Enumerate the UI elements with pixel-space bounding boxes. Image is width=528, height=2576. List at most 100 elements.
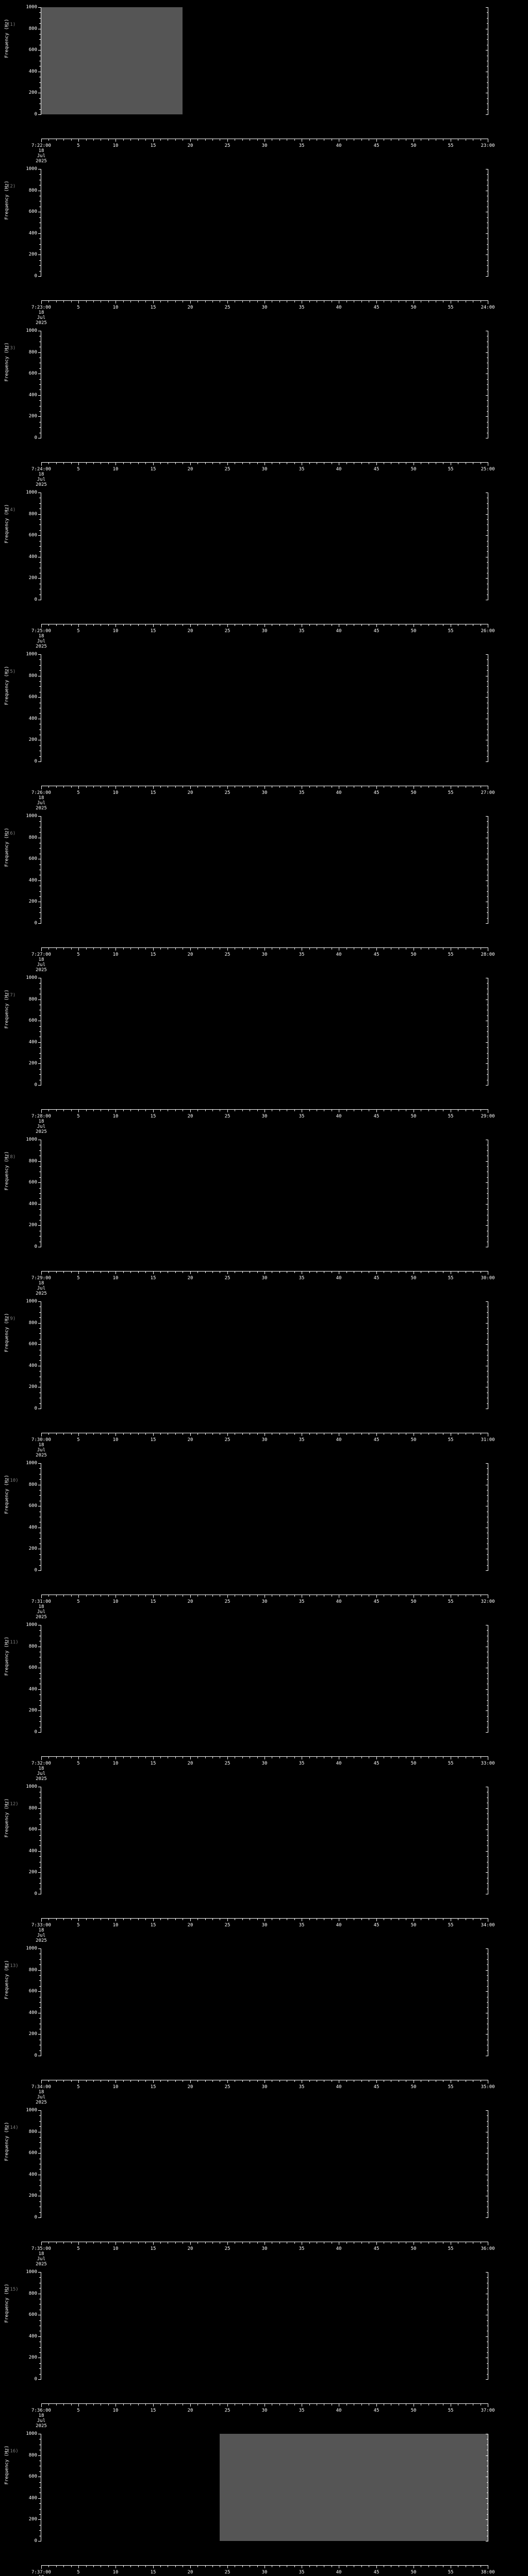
y-minor-tick [39,1403,41,1404]
y-tick-right [486,999,488,1000]
y-minor-tick [39,1867,41,1868]
plot-area[interactable] [41,1301,488,1409]
y-tick-label: 400 [28,1849,37,1854]
x-minor-tick [145,1595,146,1597]
y-tick-label: 800 [28,1806,37,1811]
x-major-tick-label: 30 [261,1276,268,1281]
y-minor-tick-right [487,1845,488,1846]
x-major-tick [78,2404,79,2406]
plot-area[interactable] [41,2434,488,2541]
y-minor-tick [39,686,41,687]
x-major-tick [153,1919,154,1921]
x-minor-tick [205,2566,206,2567]
plot-area[interactable] [41,2272,488,2379]
x-major-tick-label: 35 [299,467,305,472]
plot-area[interactable] [41,169,488,276]
x-minor-tick [361,1110,362,1111]
x-minor-tick [71,2566,72,2567]
plot-area[interactable] [41,1787,488,1894]
y-minor-tick-right [487,2126,488,2127]
y-minor-tick [39,1673,41,1674]
plot-area[interactable] [41,978,488,1085]
y-minor-tick [39,1339,41,1340]
x-minor-tick [279,2080,280,2082]
y-minor-tick-right [487,546,488,547]
y-minor-tick-right [487,2277,488,2278]
plot-area[interactable] [41,493,488,600]
plot-area[interactable] [41,2110,488,2217]
x-major-tick-label: 30 [261,952,268,957]
x-minor-tick [63,948,64,950]
y-minor-tick-right [487,1058,488,1059]
x-minor-tick [93,624,94,626]
y-minor-tick [39,2018,41,2019]
x-major-tick [376,786,377,789]
x-minor-tick [279,948,280,950]
plot-area[interactable] [41,816,488,923]
x-minor-tick [108,1919,109,1920]
x-major-tick-label: 15 [150,143,156,148]
x-major-tick-label: 10 [112,2084,119,2090]
y-tick [38,514,41,515]
x-major-tick [227,1110,228,1112]
x-minor-tick [197,2242,198,2244]
x-minor-tick [138,1272,139,1273]
x-major-tick-label: 25 [224,1114,230,1119]
x-axis-date-label: Jul [37,1609,46,1615]
plot-area[interactable] [41,1625,488,1732]
spectrogram-panel: 0 200 400 600 800 1000 Frequency (Hz) (14) 7:35:… [0,2103,528,2267]
x-minor-tick [428,139,429,141]
x-minor-tick [71,2080,72,2082]
x-axis-start-label: 7:35:00 [31,2246,51,2251]
x-axis-start-label: 7:22:00 [31,143,51,148]
x-minor-tick [108,301,109,302]
x-minor-tick [212,1919,213,1920]
y-minor-tick-right [487,670,488,671]
x-minor-tick [361,1757,362,1758]
x-axis-date-label: 18 [38,1443,44,1448]
plot-area[interactable] [41,7,488,114]
x-minor-tick [63,624,64,626]
y-tick-right [486,816,488,817]
x-axis-date-label: 2025 [36,968,47,973]
plot-area[interactable] [41,331,488,438]
y-minor-tick [39,1694,41,1695]
x-minor-tick [212,1757,213,1758]
y-minor-tick [39,2363,41,2364]
x-major-tick-label: 35 [299,143,305,148]
x-major-tick [153,301,154,303]
y-minor-tick [39,1150,41,1151]
plot-area[interactable] [41,1948,488,2056]
x-major-tick [153,1757,154,1759]
x-major-tick-label: 55 [448,629,454,634]
spectrogram-panel: 0 200 400 600 800 1000 Frequency (Hz) (9) 7:30:0… [0,1294,528,1459]
y-tick [38,1301,41,1302]
y-minor-tick-right [487,2115,488,2116]
plot-area[interactable] [41,654,488,761]
y-minor-tick-right [487,23,488,24]
x-major-tick [376,1433,377,1436]
x-major-tick-label: 10 [112,1114,119,1119]
x-minor-tick [86,1919,87,1920]
y-minor-tick-right [487,1209,488,1210]
plot-area[interactable] [41,1463,488,1570]
y-axis-title: Frequency (Hz) [4,989,10,1029]
x-minor-tick [145,2242,146,2244]
x-minor-tick [63,2404,64,2405]
x-minor-tick [123,1433,124,1435]
x-minor-tick [160,463,161,464]
y-tick [38,395,41,396]
x-minor-tick [346,2566,347,2567]
y-minor-tick-right [487,918,488,919]
x-minor-tick [279,1757,280,1758]
panel-index-label: (11) [7,1640,19,1645]
y-minor-tick [39,891,41,892]
x-minor-tick [279,624,280,626]
x-axis-date-label: 2025 [36,2262,47,2267]
x-major-tick-label: 5 [77,1761,80,1766]
plot-area[interactable] [41,1140,488,1247]
y-minor-tick-right [487,1867,488,1868]
y-minor-tick [39,2050,41,2051]
y-minor-tick-right [487,389,488,390]
x-minor-tick [346,139,347,141]
